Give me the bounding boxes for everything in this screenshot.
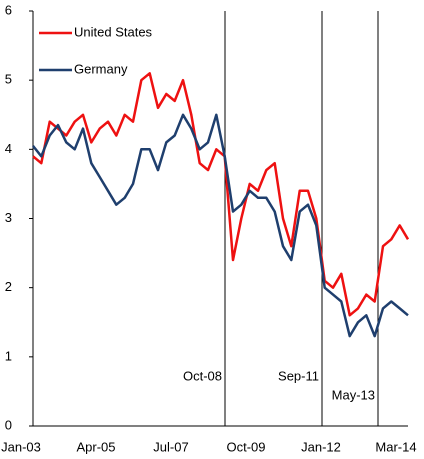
y-tick-label: 5 <box>5 72 12 87</box>
annotation: Sep-11 <box>278 368 319 383</box>
annotation: Oct-08 <box>183 368 222 383</box>
x-tick-label: Jan-12 <box>301 439 341 454</box>
x-tick-label: Jan-03 <box>1 439 41 454</box>
series-line <box>32 72 410 317</box>
annotation: May-13 <box>332 387 375 402</box>
x-tick-label: Apr-05 <box>76 439 115 454</box>
x-tick-label: Jul-07 <box>153 439 188 454</box>
y-tick-label: 4 <box>5 141 12 156</box>
legend-label: United States <box>74 24 153 39</box>
y-tick-label: 0 <box>5 417 12 432</box>
y-tick-label: 3 <box>5 210 12 225</box>
y-tick-label: 1 <box>5 348 12 363</box>
series-line <box>32 113 409 338</box>
y-tick-label: 2 <box>5 279 12 294</box>
legend-label: Germany <box>74 61 128 76</box>
x-tick-label: Mar-14 <box>375 439 416 454</box>
y-tick-label: 6 <box>5 2 12 17</box>
x-tick-label: Oct-09 <box>226 439 265 454</box>
